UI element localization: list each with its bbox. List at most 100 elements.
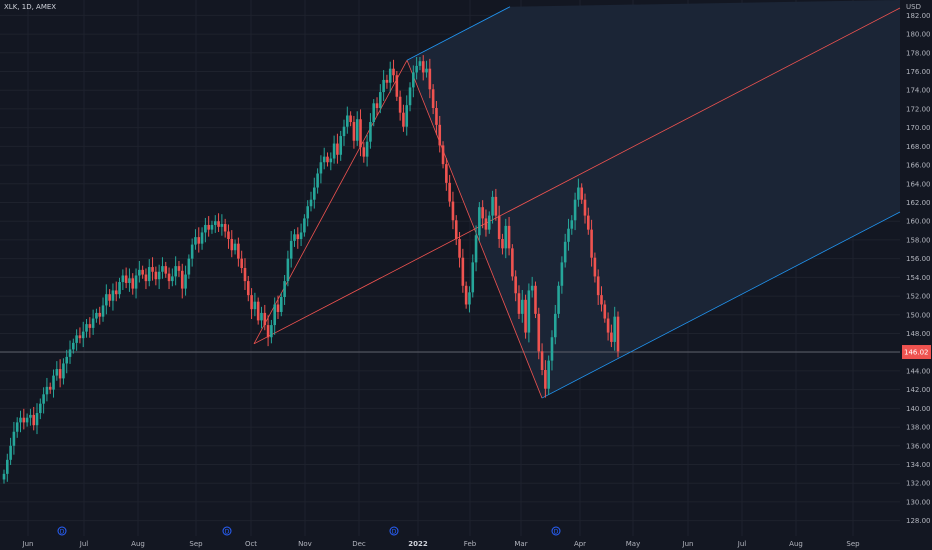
x-tick-label: Mar (514, 540, 527, 548)
candle-body (114, 290, 118, 295)
candle-body (98, 312, 102, 317)
candle-body (194, 237, 197, 245)
candle-body (260, 312, 263, 321)
candle-body (250, 295, 253, 310)
symbol-header: XLK, 1D, AMEX (4, 3, 56, 11)
candle-body (606, 318, 610, 333)
candle-body (339, 136, 343, 155)
candle-body (435, 107, 438, 125)
candle-body (29, 414, 32, 418)
candle-body (428, 68, 432, 90)
candle-body (359, 119, 362, 148)
candle-body (524, 299, 527, 333)
candle-body (121, 275, 125, 283)
candle-body (313, 187, 316, 200)
candle-body (431, 89, 435, 108)
candle-body (85, 324, 88, 332)
y-tick-label: 172.00 (906, 105, 931, 113)
candle-body (471, 262, 475, 293)
candle-body (514, 276, 517, 294)
candle-body (161, 266, 164, 272)
candle-body (382, 79, 385, 93)
candle-body (309, 199, 313, 207)
candle-body (213, 221, 217, 225)
candle-body (454, 220, 458, 239)
candle-body (418, 61, 422, 66)
y-tick-label: 180.00 (906, 31, 931, 39)
y-tick-label: 166.00 (906, 162, 931, 170)
candle-body (408, 87, 412, 106)
dividend-marker: D (60, 529, 65, 536)
candle-body (349, 115, 352, 123)
candle-body (276, 304, 280, 312)
candle-body (517, 293, 521, 314)
candle-body (534, 285, 537, 314)
x-tick-label: Sep (189, 540, 203, 548)
candle-body (223, 224, 227, 232)
candle-body (511, 248, 514, 277)
y-tick-label: 176.00 (906, 68, 931, 76)
y-tick-label: 148.00 (906, 330, 931, 338)
y-tick-label: 142.00 (906, 386, 931, 394)
candle-body (58, 369, 62, 379)
candle-body (303, 218, 306, 233)
candle-body (101, 305, 105, 317)
y-tick-label: 164.00 (906, 180, 931, 188)
candle-body (425, 68, 428, 73)
pitchfork-fill (407, 0, 900, 399)
candle-body (603, 304, 607, 319)
candle-body (474, 235, 478, 263)
candle-body (207, 224, 210, 230)
candle-body (405, 105, 409, 127)
candle-body (593, 257, 597, 277)
candle-body (35, 413, 39, 426)
last-price-tag: 146.02 (902, 345, 931, 360)
candle-body (177, 266, 181, 271)
candle-body (2, 473, 6, 480)
candle-body (42, 394, 45, 404)
y-tick-label: 168.00 (906, 143, 931, 151)
candle-body (138, 269, 141, 276)
candle-body (563, 241, 567, 263)
y-tick-label: 160.00 (906, 218, 931, 226)
candle-body (78, 335, 82, 339)
candle-body (296, 234, 300, 239)
candle-body (227, 231, 230, 239)
candle-body (448, 182, 451, 202)
candle-body (9, 445, 12, 460)
candle-body (220, 224, 224, 227)
candle-body (316, 173, 319, 188)
candle-body (501, 238, 504, 249)
candle-body (583, 199, 587, 216)
dividend-marker-circle (551, 526, 561, 536)
dividend-marker-circle (389, 526, 399, 536)
candle-body (190, 244, 194, 259)
candle-body (217, 221, 220, 227)
candle-body (372, 103, 376, 123)
candle-body (273, 304, 276, 326)
candle-body (180, 270, 184, 289)
candle-body (187, 258, 191, 275)
y-tick-label: 134.00 (906, 461, 931, 469)
candle-body (118, 282, 121, 295)
candle-body (402, 112, 405, 127)
x-tick-label: Oct (245, 540, 257, 548)
x-tick-label: Dec (352, 540, 366, 548)
candle-body (527, 290, 531, 333)
pitchfork-upper-tine (406, 6, 511, 61)
candle-body (72, 342, 75, 350)
candle-body (464, 285, 468, 305)
candle-body (68, 349, 72, 357)
candle-body (128, 278, 131, 283)
candle-body (105, 294, 108, 306)
price-tag-value: 146.02 (904, 349, 929, 357)
candle-body (124, 275, 128, 283)
y-tick-label: 150.00 (906, 311, 931, 319)
x-tick-label: Feb (464, 540, 477, 548)
price-axis[interactable]: 128.00 130.00 132.00 134.00 136.00 138.00 140.… (906, 12, 931, 525)
candle-body (270, 325, 273, 338)
candle-body (385, 79, 389, 83)
time-axis[interactable]: Jun Jul Aug Sep Oct Nov Dec 2022 Feb Mar Apr May Jun… (22, 540, 861, 548)
